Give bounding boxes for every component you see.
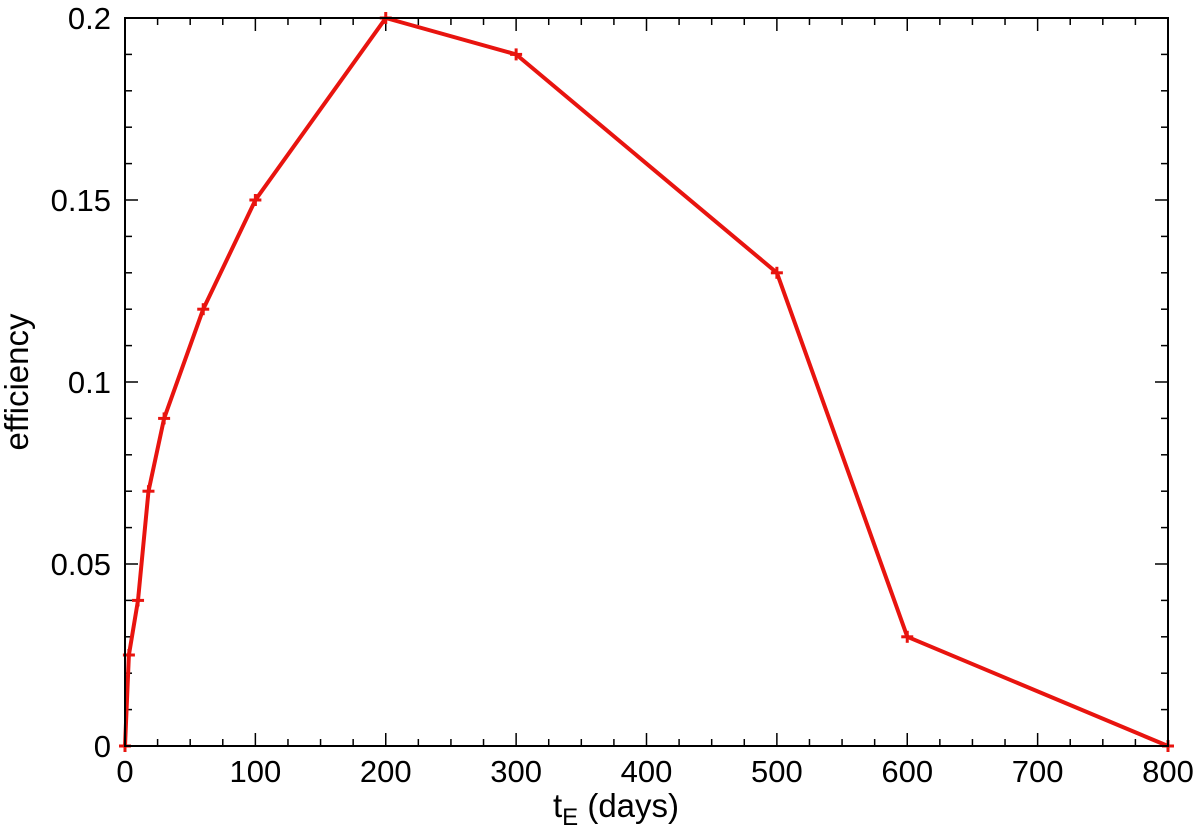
x-axis-label-main: t <box>553 787 562 824</box>
x-axis-label: tE (days) <box>553 787 679 828</box>
y-tick-labels: 0 0.05 0.1 0.15 0.2 <box>51 1 111 764</box>
data-point <box>901 630 914 643</box>
data-point <box>197 303 210 316</box>
y-tick-label: 0 <box>94 729 111 764</box>
y-tick-label: 0.05 <box>51 547 111 582</box>
x-tick-label: 0 <box>116 754 133 789</box>
data-point <box>142 485 155 498</box>
data-point <box>132 594 145 607</box>
plot-frame <box>124 17 1169 747</box>
x-tick-label: 600 <box>881 754 933 789</box>
y-tick-label: 0.15 <box>51 183 111 218</box>
series-line <box>123 15 1169 748</box>
data-point <box>249 194 262 206</box>
data-point <box>510 48 523 61</box>
data-point <box>770 266 783 279</box>
x-tick-labels: 0 100 200 300 400 500 600 700 800 <box>116 754 1193 789</box>
x-axis-label-subscript: E <box>562 804 578 828</box>
y-axis-label: efficiency <box>0 313 35 450</box>
x-tick-label: 400 <box>621 754 673 789</box>
data-point <box>158 412 171 425</box>
x-tick-label: 800 <box>1142 754 1194 789</box>
series-layer <box>119 12 1174 752</box>
x-tick-label: 100 <box>230 754 282 789</box>
x-tick-label: 500 <box>751 754 803 789</box>
x-tick-label: 700 <box>1012 754 1064 789</box>
x-tick-label: 200 <box>360 754 412 789</box>
x-axis-label-suffix: (days) <box>578 787 679 824</box>
y-tick-label: 0.1 <box>68 365 111 400</box>
axis-ticks <box>124 17 1169 747</box>
x-tick-label: 300 <box>490 754 542 789</box>
y-tick-label: 0.2 <box>68 1 111 36</box>
